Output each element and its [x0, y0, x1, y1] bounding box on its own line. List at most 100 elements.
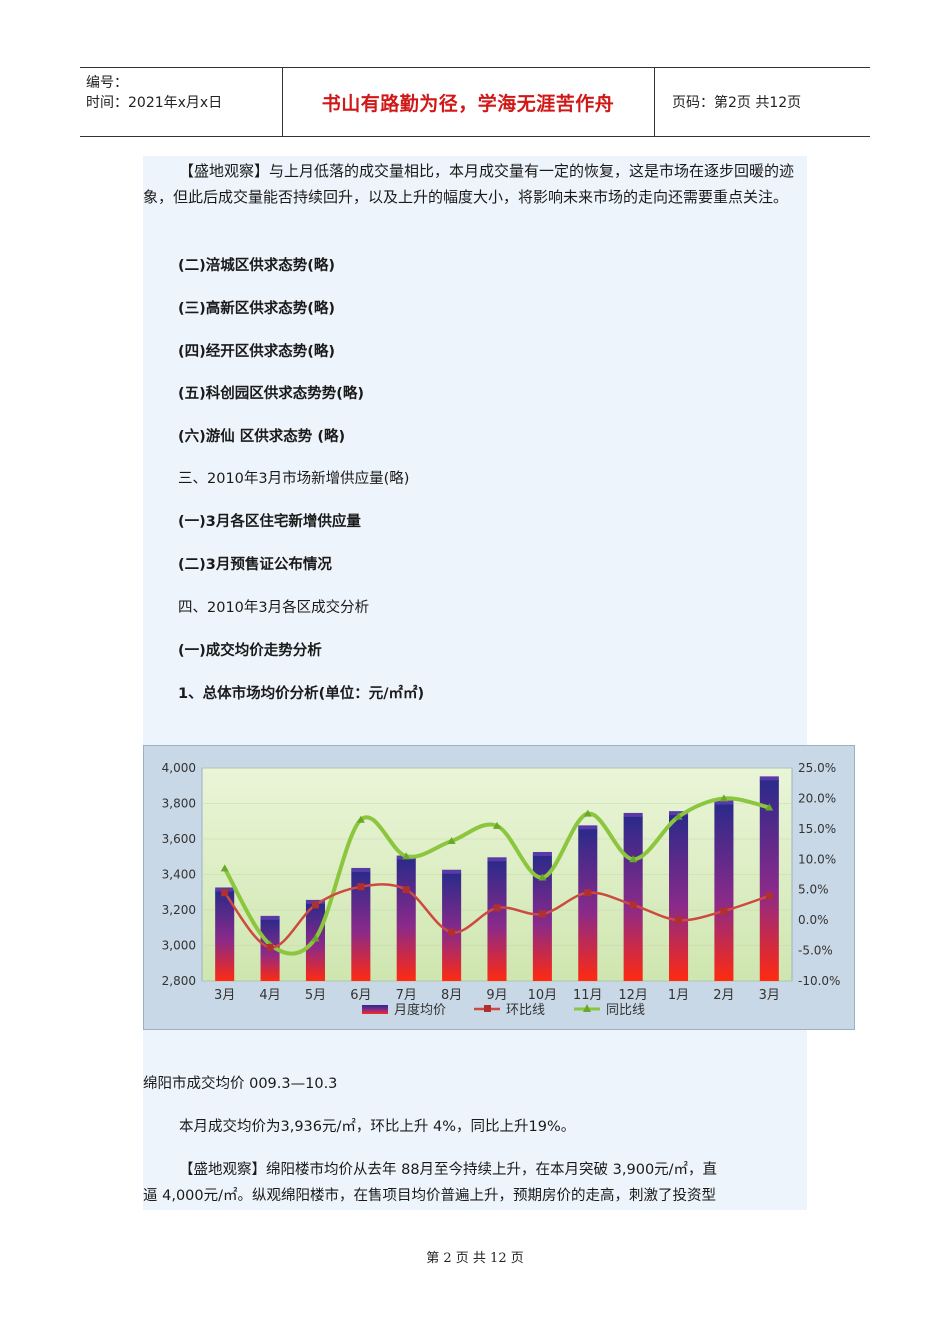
point-yoy	[356, 815, 365, 823]
y-right-tick-label: 5.0%	[798, 883, 829, 897]
point-mom	[266, 944, 274, 952]
point-mom	[538, 910, 546, 918]
bar-top-cap	[351, 867, 371, 872]
y-right-tick-label: 20.0%	[798, 791, 836, 805]
x-tick-label: 2月	[713, 988, 734, 1003]
bar-top-cap	[623, 812, 643, 817]
header-divider	[282, 68, 283, 136]
bar-top-cap	[714, 800, 734, 805]
y-left-tick-label: 3,400	[162, 868, 196, 882]
point-mom	[493, 904, 501, 912]
heading-gaoxin: (三)高新区供求态势(略)	[178, 301, 336, 317]
bar-top-cap	[487, 857, 507, 862]
bar-monthly-price	[669, 814, 689, 981]
bar-top-cap	[578, 825, 598, 830]
point-yoy	[447, 837, 456, 845]
x-tick-label: 3月	[214, 988, 235, 1003]
point-mom	[311, 901, 319, 909]
header-divider	[654, 68, 655, 136]
header-page-number: 页码：第2页 共12页	[672, 95, 802, 111]
paragraph-observation-2-line1: 【盛地观察】绵阳楼市均价从去年 88月至今持续上升，在本月突破 3,900元/㎡…	[179, 1162, 718, 1178]
page-footer: 第 2 页 共 12 页	[426, 1251, 524, 1266]
y-right-tick-label: -5.0%	[798, 944, 833, 958]
point-mom	[675, 916, 683, 924]
point-yoy	[220, 864, 229, 872]
point-mom	[584, 889, 592, 897]
bar-top-cap	[759, 776, 779, 781]
y-right-tick-label: 0.0%	[798, 913, 829, 927]
x-tick-label: 1月	[668, 988, 689, 1003]
bar-monthly-price	[578, 828, 598, 981]
header-motto: 书山有路勤为径，学海无涯苦作舟	[321, 92, 615, 115]
heading-jingkai: (四)经开区供求态势(略)	[178, 344, 336, 360]
bar-top-cap	[260, 915, 280, 920]
paragraph-observation-2-line2: 逼 4,000元/㎡。纵观绵阳楼市，在售项目均价普遍上升，预期房价的走高，刺激了…	[143, 1188, 717, 1204]
chart-svg: 2,800 3,000 3,200 3,400 3,600 3,800 4,000 -10.0…	[162, 761, 841, 1018]
y-left-tick-label: 4,000	[162, 761, 196, 775]
legend-marker-yoy	[583, 1004, 591, 1012]
y-left-tick-label: 3,800	[162, 797, 196, 811]
bar-monthly-price	[532, 854, 552, 981]
x-tick-label: 11月	[573, 988, 603, 1003]
heading-total-market: 1、总体市场均价分析(单位：元/㎡㎡)	[178, 686, 425, 702]
y-left-tick-label: 3,000	[162, 939, 196, 953]
point-yoy	[719, 794, 728, 802]
y-left-tick-label: 2,800	[162, 974, 196, 988]
x-tick-label: 4月	[259, 988, 280, 1003]
y-right-tick-label: 25.0%	[798, 761, 836, 775]
point-yoy	[311, 934, 320, 942]
bar-monthly-price	[396, 858, 416, 981]
bar-monthly-price	[215, 890, 235, 981]
y-right-tick-label: 15.0%	[798, 822, 836, 836]
price-chart: 2,800 3,000 3,200 3,400 3,600 3,800 4,000 -10.0…	[143, 745, 855, 1030]
legend-label: 环比线	[506, 1003, 545, 1018]
legend-label: 同比线	[606, 1003, 645, 1018]
y-right-tick-label: -10.0%	[798, 974, 840, 988]
x-tick-label: 6月	[350, 988, 371, 1003]
point-yoy	[402, 852, 411, 860]
bar-monthly-price	[442, 872, 462, 981]
section-4-title: 四、2010年3月各区成交分析	[178, 600, 370, 616]
x-tick-label: 3月	[759, 988, 780, 1003]
point-yoy	[583, 809, 592, 817]
point-mom	[402, 886, 410, 894]
header-meta: 编号： 时间：2021年x月x日	[80, 68, 282, 136]
section-3-title: 三、2010年3月市场新增供应量(略)	[178, 471, 410, 487]
point-mom	[448, 928, 456, 936]
heading-price-trend: (一)成交均价走势分析	[178, 643, 322, 659]
x-tick-label: 9月	[486, 988, 507, 1003]
x-tick-label: 8月	[441, 988, 462, 1003]
bar-monthly-price	[305, 902, 325, 981]
bar-monthly-price	[759, 779, 779, 981]
bar-monthly-price	[351, 870, 371, 981]
point-mom	[629, 901, 637, 909]
x-tick-label: 5月	[305, 988, 326, 1003]
heading-kechuang: (五)科创园区供求态势势(略)	[178, 386, 365, 402]
y-right-tick-label: 10.0%	[798, 852, 836, 866]
bar-monthly-price	[623, 815, 643, 981]
legend-marker-mom	[484, 1005, 491, 1012]
bar-top-cap	[532, 851, 552, 856]
heading-presale: (二)3月预售证公布情况	[178, 557, 332, 573]
heading-new-supply: (一)3月各区住宅新增供应量	[178, 514, 361, 530]
chart-caption: 绵阳市成交均价 009.3—10.3	[143, 1076, 338, 1092]
doc-time-label: 时间：2021年x月x日	[86, 95, 223, 111]
paragraph-price-summary: 本月成交均价为3,936元/㎡，环比上升 4%，同比上升19%。	[179, 1119, 576, 1135]
bar-top-cap	[442, 869, 462, 874]
paragraph-observation-1: 【盛地观察】与上月低落的成交量相比，本月成交量有一定的恢复，这是市场在逐步回暖的…	[143, 162, 795, 206]
point-yoy	[493, 821, 501, 829]
bar-monthly-price	[714, 803, 734, 981]
content-panel	[143, 156, 807, 1210]
legend-label: 月度均价	[394, 1002, 446, 1018]
point-mom	[720, 907, 728, 915]
legend-swatch-bar	[362, 1005, 388, 1014]
doc-number-label: 编号：	[86, 75, 128, 91]
point-yoy	[629, 855, 638, 863]
page-header: 编号： 时间：2021年x月x日 书山有路勤为径，学海无涯苦作舟 页码：第2页 …	[80, 67, 870, 137]
y-left-tick-label: 3,200	[162, 903, 196, 917]
x-tick-label: 12月	[618, 988, 648, 1003]
point-mom	[221, 889, 229, 897]
heading-youxian: (六)游仙 区供求态势 (略)	[178, 429, 346, 445]
x-tick-label: 10月	[528, 988, 558, 1003]
point-mom	[357, 883, 365, 891]
